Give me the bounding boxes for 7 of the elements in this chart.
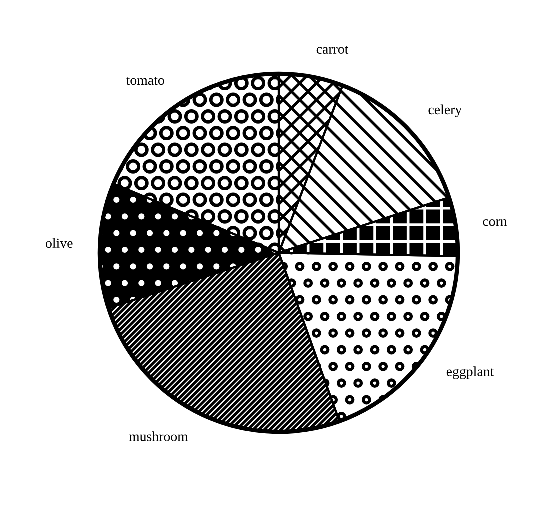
slice-label: corn <box>483 220 508 226</box>
slice-label: carrot <box>316 46 349 54</box>
slice-label: tomato <box>126 77 164 86</box>
slice-label: olive <box>46 238 73 248</box>
slice-label: eggplant <box>446 366 494 380</box>
slice-label: mushroom <box>129 432 188 442</box>
slice-label: celery <box>428 104 462 118</box>
